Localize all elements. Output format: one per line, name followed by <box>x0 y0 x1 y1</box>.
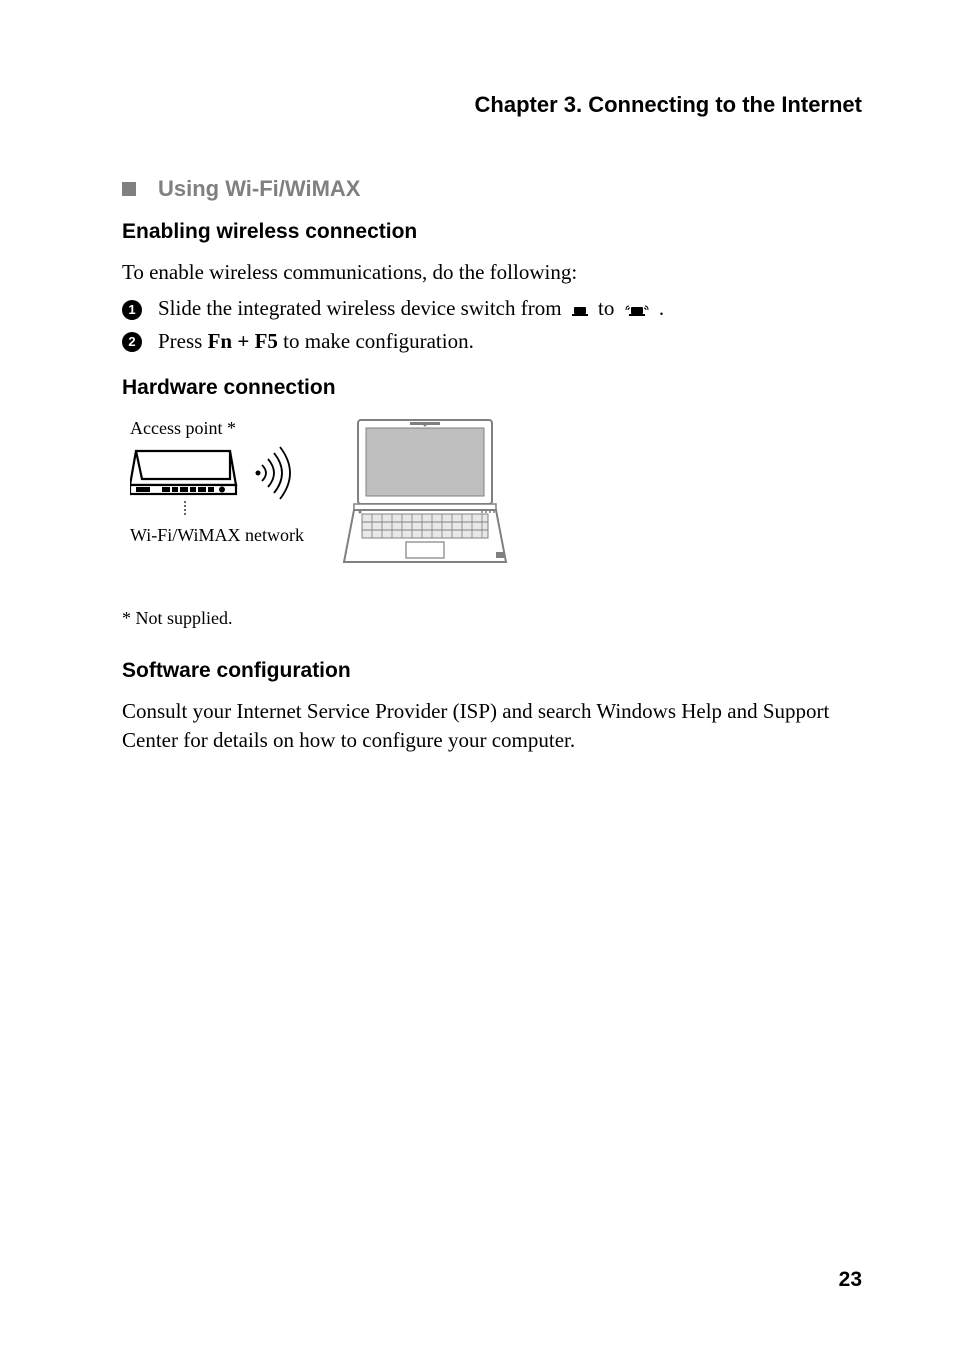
step2-post: to make configuration. <box>283 329 474 353</box>
step2-key: Fn + F5 <box>208 329 278 353</box>
step2-pre: Press <box>158 329 208 353</box>
laptop-icon <box>340 418 510 568</box>
access-point-block: Access point * <box>130 418 304 546</box>
step2-text: Press Fn + F5 to make configuration. <box>158 326 474 358</box>
circle-1-icon: 1 <box>122 300 142 320</box>
enable-steps: 1 Slide the integrated wireless device s… <box>122 293 862 357</box>
enable-intro: To enable wireless communications, do th… <box>122 258 862 287</box>
hardware-heading: Hardware connection <box>122 376 862 400</box>
page-container: Chapter 3. Connecting to the Internet Us… <box>0 0 954 1352</box>
circle-2-icon: 2 <box>122 332 142 352</box>
access-point-icon <box>130 445 240 501</box>
page-number: 23 <box>839 1268 862 1292</box>
step-1: 1 Slide the integrated wireless device s… <box>122 293 862 326</box>
step1-mid: to <box>598 296 620 320</box>
footnote: * Not supplied. <box>122 608 862 629</box>
software-heading: Software configuration <box>122 659 862 683</box>
network-label: Wi-Fi/WiMAX network <box>130 525 304 546</box>
step1-post: . <box>659 296 664 320</box>
hardware-diagram: Access point * <box>130 418 862 568</box>
access-point-row <box>130 445 298 501</box>
square-bullet-icon <box>122 182 136 196</box>
software-body: Consult your Internet Service Provider (… <box>122 697 862 756</box>
section-header: Using Wi-Fi/WiMAX <box>122 176 862 202</box>
wireless-on-icon <box>624 295 650 327</box>
step1-text: Slide the integrated wireless device swi… <box>158 293 664 326</box>
chapter-title: Chapter 3. Connecting to the Internet <box>122 92 862 118</box>
step1-pre: Slide the integrated wireless device swi… <box>158 296 567 320</box>
dotted-line-icon <box>130 501 240 515</box>
wifi-signal-icon <box>250 445 298 501</box>
step-2: 2 Press Fn + F5 to make configuration. <box>122 326 862 358</box>
wireless-off-icon <box>571 295 589 327</box>
enable-heading: Enabling wireless connection <box>122 220 862 244</box>
section-title: Using Wi-Fi/WiMAX <box>158 176 360 202</box>
access-point-label: Access point * <box>130 418 236 439</box>
